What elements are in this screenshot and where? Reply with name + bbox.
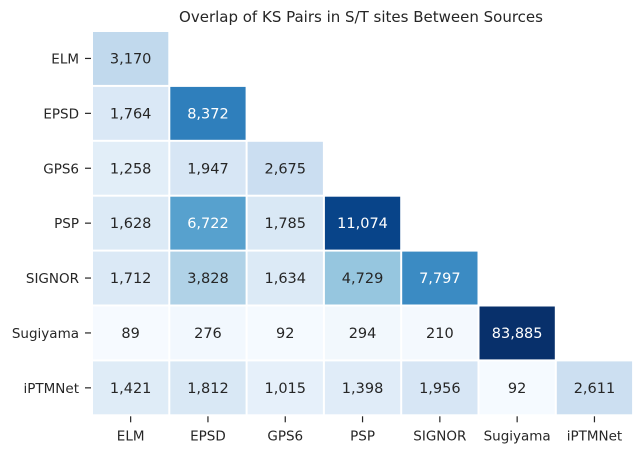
heatmap-cell	[556, 361, 633, 415]
cell-value-label: 92	[508, 381, 526, 397]
axes-layer: ELM EPSD GPS6 PSP SIGNOR Sugiyama iPTMNet ELM EP…	[12, 51, 622, 444]
y-tick-label: ELM	[51, 51, 79, 67]
cell-value-label: 1,764	[110, 106, 152, 122]
cell-value-label: 1,956	[419, 381, 461, 397]
x-tick-label: Sugiyama	[484, 428, 551, 444]
cell-value-label: 6,722	[187, 216, 229, 232]
heatmap-cell	[93, 32, 169, 85]
cell-value-label: 1,634	[264, 271, 306, 287]
x-tick-label: SIGNOR	[413, 428, 466, 444]
cell-value-label: 1,812	[187, 381, 229, 397]
heatmap-cell	[170, 251, 246, 305]
x-tick-label: iPTMNet	[567, 428, 622, 444]
cell-value-label: 1,015	[264, 381, 306, 397]
cell-value-label: 83,885	[492, 326, 543, 342]
y-tick-label: SIGNOR	[26, 271, 79, 287]
cell-value-label: 276	[194, 326, 222, 342]
cell-value-label: 1,712	[110, 271, 152, 287]
y-tick-label: EPSD	[43, 106, 79, 122]
cell-value-label: 7,797	[419, 271, 461, 287]
heatmap-cell	[170, 306, 246, 360]
heatmap-cell	[247, 361, 323, 415]
y-tick-label: GPS6	[43, 161, 79, 177]
heatmap-cell	[247, 141, 323, 195]
cell-value-label: 210	[426, 326, 454, 342]
cell-value-label: 2,675	[264, 161, 306, 177]
heatmap-cell	[402, 361, 478, 415]
y-tick-label: iPTMNet	[24, 381, 79, 397]
chart-title: Overlap of KS Pairs in S/T sites Between…	[179, 8, 543, 26]
heatmap-cell	[247, 306, 323, 360]
heatmap-cell	[324, 196, 401, 250]
cell-value-label: 294	[349, 326, 377, 342]
heatmap-cell	[93, 251, 169, 305]
heatmap-cell	[479, 306, 555, 360]
heatmap-cell	[247, 251, 323, 305]
heatmap-cell	[170, 86, 246, 140]
cell-value-label: 92	[276, 326, 294, 342]
heatmap-cell	[93, 196, 169, 250]
y-tick-label: Sugiyama	[12, 326, 79, 342]
heatmap-cell	[324, 361, 401, 415]
cell-value-label: 3,828	[187, 271, 229, 287]
cell-value-label: 89	[121, 326, 139, 342]
heatmap-cell	[324, 306, 401, 360]
cell-value-label: 1,947	[187, 161, 229, 177]
cell-value-label: 11,074	[337, 216, 388, 232]
cell-value-label: 3,170	[110, 51, 152, 67]
x-tick-label: EPSD	[190, 428, 226, 444]
heatmap-cell	[479, 361, 555, 415]
cell-value-label: 2,611	[574, 381, 616, 397]
x-tick-label: GPS6	[267, 428, 303, 444]
heatmap-cell	[93, 141, 169, 195]
cells-layer: 3,170 1,764 8,372 1,258 1,947 2,675 1,628 6,722…	[93, 32, 633, 415]
heatmap-cell	[93, 361, 169, 415]
cell-value-label: 1,258	[110, 161, 152, 177]
x-tick-label: ELM	[117, 428, 145, 444]
cell-value-label: 1,398	[342, 381, 384, 397]
x-tick-label: PSP	[350, 428, 375, 444]
heatmap-cell	[93, 306, 169, 360]
heatmap-cell	[247, 196, 323, 250]
cell-value-label: 1,628	[110, 216, 152, 232]
heatmap-cell	[170, 141, 246, 195]
heatmap-cell	[93, 86, 169, 140]
y-tick-label: PSP	[54, 216, 79, 232]
heatmap-cell	[170, 196, 246, 250]
cell-value-label: 4,729	[342, 271, 384, 287]
heatmap-cell	[402, 251, 478, 305]
cell-value-label: 8,372	[187, 106, 229, 122]
heatmap-cell	[402, 306, 478, 360]
cell-value-label: 1,421	[110, 381, 152, 397]
heatmap-cell	[324, 251, 401, 305]
heatmap-cell	[170, 361, 246, 415]
cell-value-label: 1,785	[264, 216, 306, 232]
